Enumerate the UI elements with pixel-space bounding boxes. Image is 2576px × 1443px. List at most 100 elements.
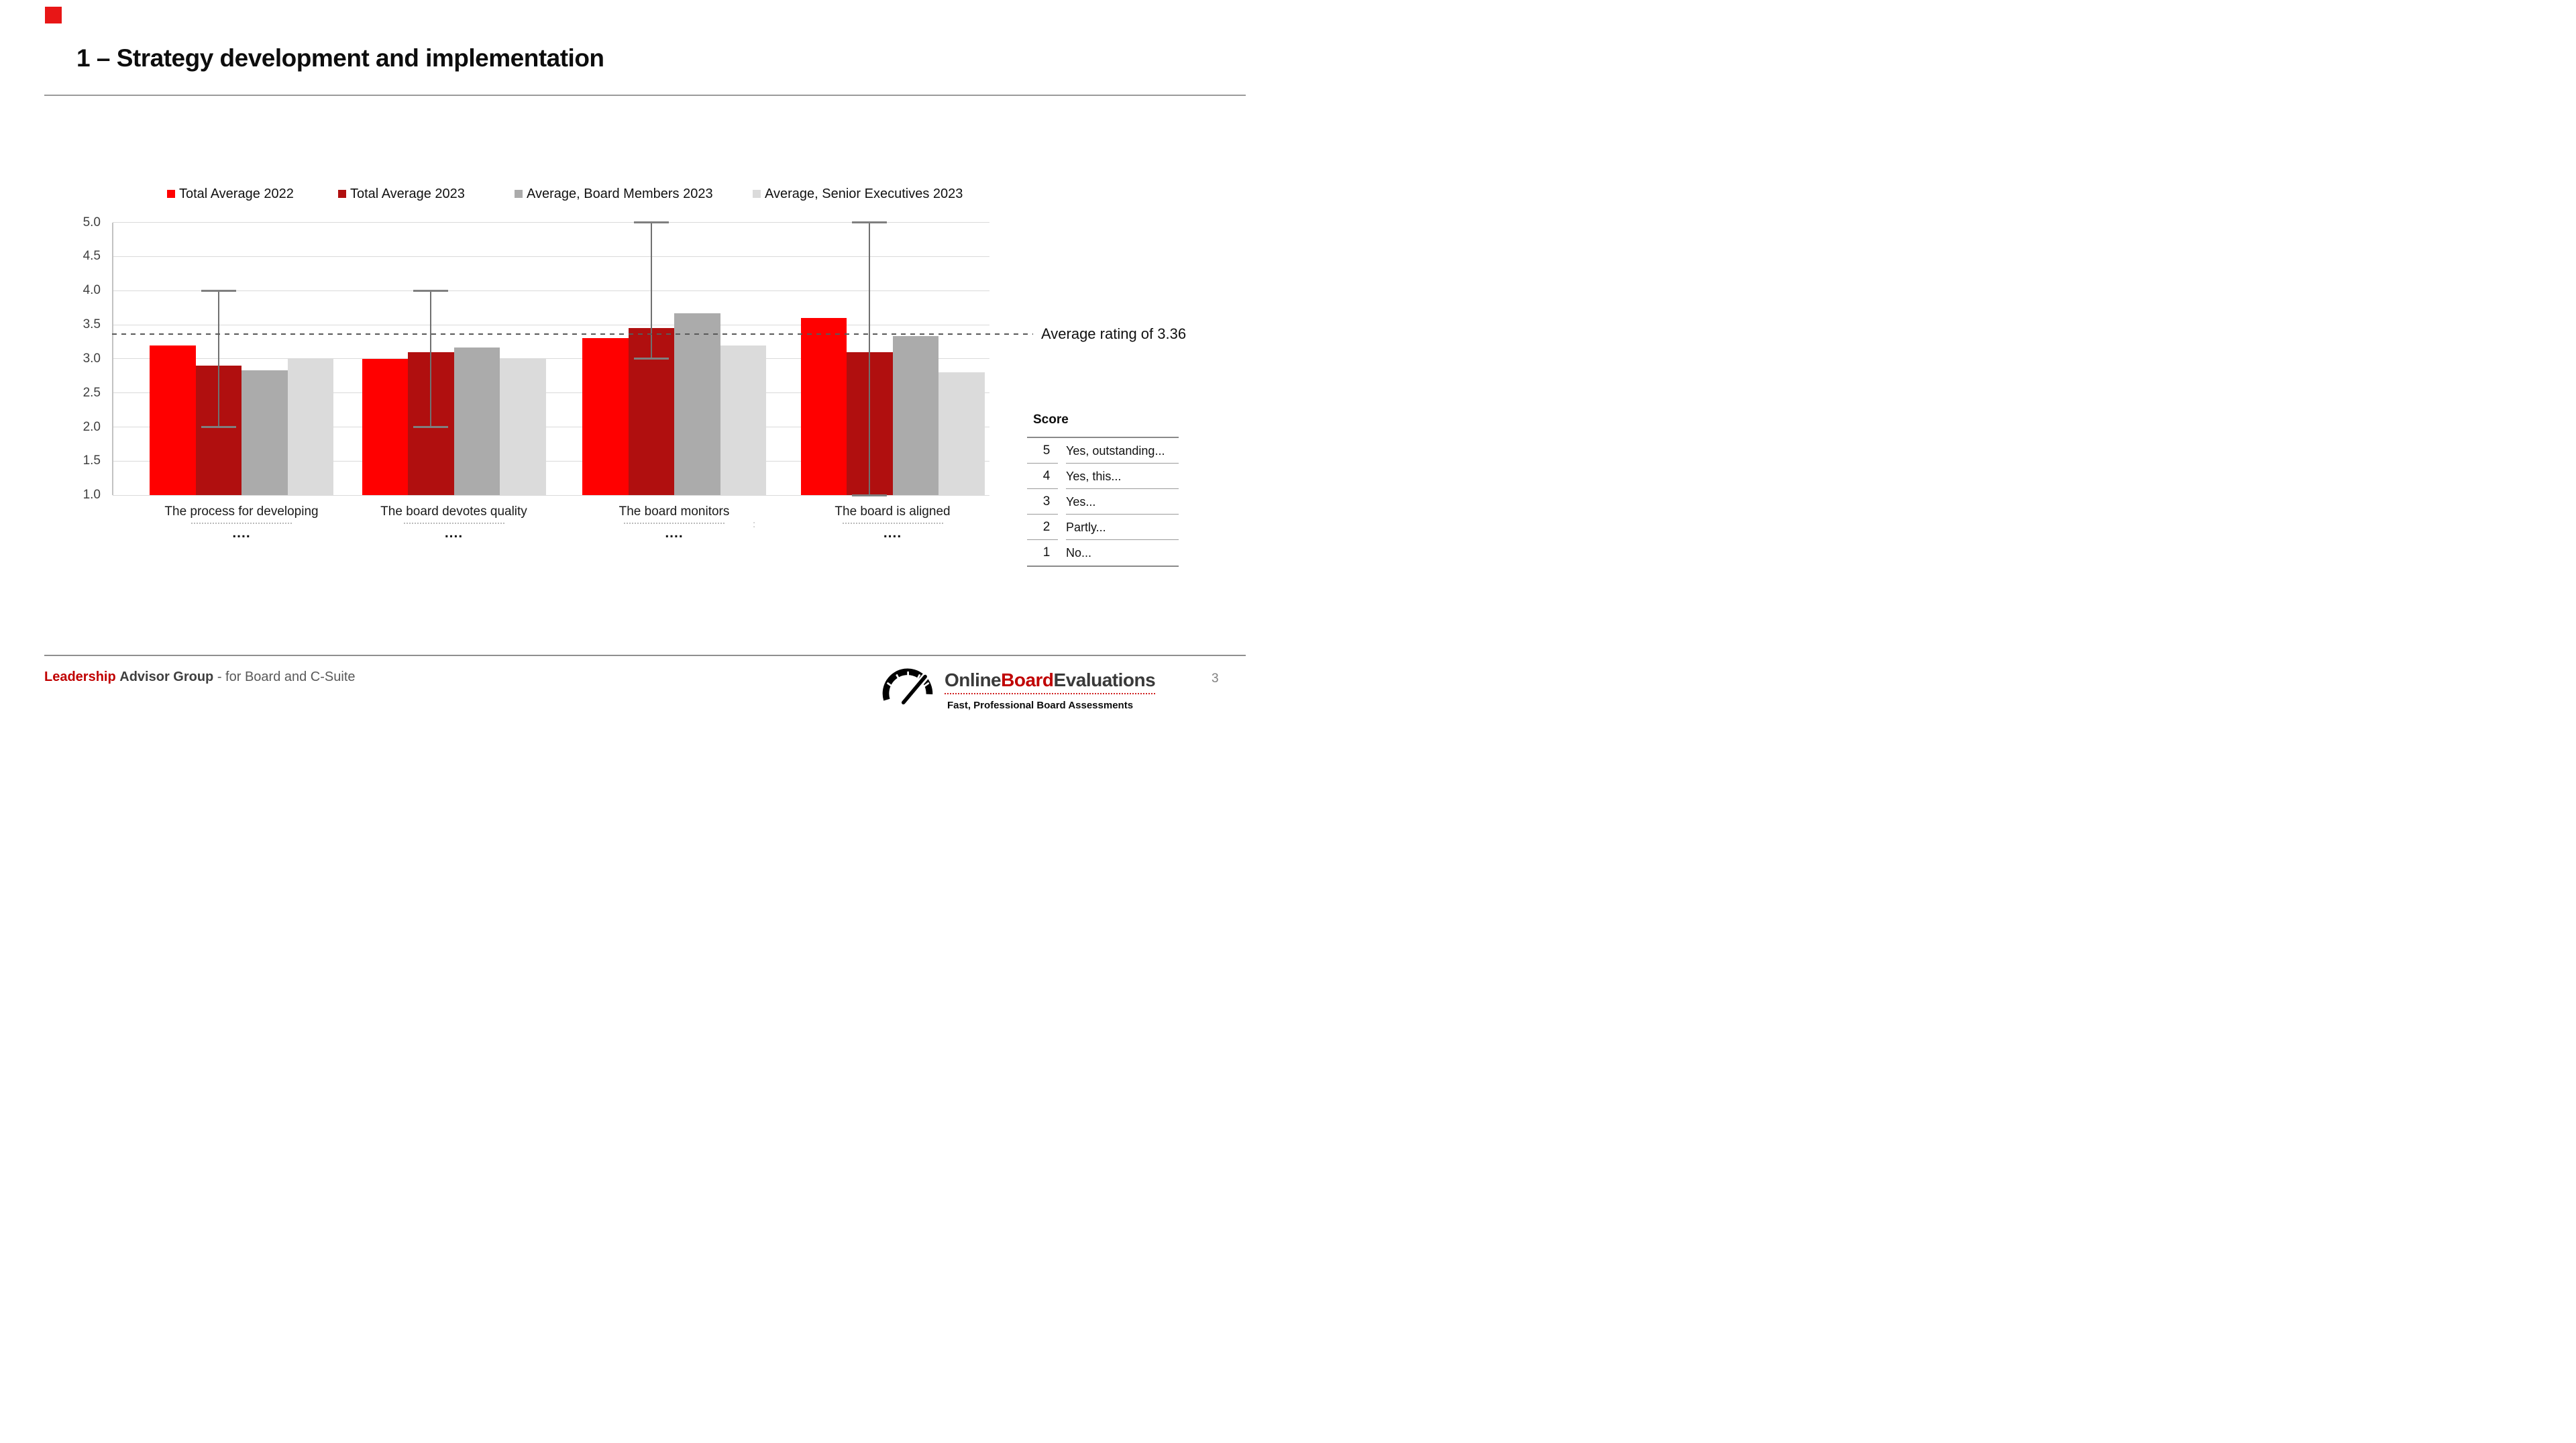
legend-label: Average, Senior Executives 2023 [765, 186, 963, 201]
y-axis-tick-label: 3.0 [83, 351, 101, 366]
score-key-rows: 5 Yes, outstanding... 4 Yes, this... 3 Yes...… [1027, 438, 1179, 566]
category-label-ellipsis: .... [232, 525, 251, 541]
category-label-text: The board is aligned [835, 504, 951, 519]
score-key-row-separator [1066, 488, 1179, 489]
page-title: 1 – Strategy development and implementat… [76, 44, 604, 72]
category-label-clipped-line [403, 523, 504, 524]
category-label-text: The process for developing [164, 504, 319, 519]
score-key-meaning: Yes... [1066, 494, 1096, 509]
legend-item: Average, Senior Executives 2023 [753, 186, 963, 201]
footer-brand-leadership: Leadership [44, 670, 116, 684]
logo-word-evaluations: Evaluations [1053, 670, 1156, 690]
error-bar-cap-bottom [413, 426, 449, 429]
score-key-value: 1 [1042, 545, 1051, 559]
category-label-ellipsis: .... [444, 525, 464, 541]
average-dashed-line [112, 333, 1033, 335]
score-key-meaning: Yes, this... [1066, 469, 1122, 483]
logo-tagline: Fast, Professional Board Assessments [947, 700, 1134, 711]
error-bar-line [650, 222, 652, 359]
score-key-meaning: No... [1066, 545, 1092, 559]
legend-swatch [338, 190, 346, 198]
error-bar-line [217, 290, 219, 427]
score-key-value: 4 [1042, 469, 1051, 483]
gridline [112, 358, 989, 360]
category-label-clipped-line: : [624, 519, 755, 529]
score-key-meaning: Yes, outstanding... [1066, 443, 1165, 458]
bar-s0-g3 [800, 317, 847, 496]
gridline [112, 222, 989, 223]
category-label-ellipsis: .... [665, 525, 684, 541]
page-number: 3 [1212, 672, 1219, 686]
y-axis-tick-label: 1.0 [83, 488, 101, 502]
error-bar-cap-bottom [201, 426, 236, 429]
y-axis-tick-label: 1.5 [83, 453, 101, 468]
brand-accent-square [45, 7, 62, 23]
category-label-clipped-line [842, 523, 943, 524]
logo-word-board: Board [1001, 670, 1054, 690]
y-axis-tick-label: 5.0 [83, 215, 101, 229]
logo-wordmark: OnlineBoardEvaluations [945, 670, 1156, 694]
category-label-clipped-line [191, 523, 292, 524]
error-bar-cap-top [852, 221, 888, 223]
bar-s0-g0 [150, 345, 196, 496]
bar-s2-g3 [892, 336, 938, 496]
legend-label: Total Average 2023 [350, 186, 465, 201]
gridline [112, 460, 989, 462]
score-key-value: 5 [1042, 443, 1051, 458]
error-bar-line [869, 222, 871, 496]
footer-divider [44, 655, 1246, 656]
bar-s3-g0 [287, 358, 333, 496]
legend-item: Total Average 2023 [338, 186, 465, 201]
legend-label: Total Average 2022 [179, 186, 294, 201]
bar-s3-g2 [720, 345, 766, 496]
category-label-text: The board devotes quality [380, 504, 527, 519]
y-axis-tick-label: 4.5 [83, 249, 101, 264]
legend-item: Average, Board Members 2023 [515, 186, 713, 201]
category-label-ellipsis: .... [883, 525, 902, 541]
bar-s3-g3 [938, 372, 985, 496]
score-key-bottom-rule [1027, 566, 1179, 567]
y-axis-tick-label: 4.0 [83, 283, 101, 298]
gridline [112, 494, 989, 496]
error-bar-cap-top [201, 289, 236, 292]
score-key-row-separator [1027, 488, 1058, 489]
legend-swatch [167, 190, 175, 198]
error-bar-cap-bottom [633, 358, 669, 360]
score-key-value: 2 [1042, 520, 1051, 534]
bar-s2-g1 [453, 347, 500, 496]
y-axis-line [111, 222, 113, 496]
score-key-row-separator [1027, 514, 1058, 515]
error-bar-cap-bottom [852, 494, 888, 496]
slide: 1 – Strategy development and implementat… [0, 0, 1288, 722]
y-axis-tick-label: 3.5 [83, 317, 101, 332]
bar-s2-g0 [241, 370, 288, 496]
average-line-label: Average rating of 3.36 [1041, 325, 1187, 343]
bar-s2-g2 [674, 313, 720, 496]
footer-brand-advisor-group: Advisor Group [119, 670, 214, 684]
legend-swatch [753, 190, 761, 198]
gridline [112, 392, 989, 394]
score-key-row: 3 Yes... [1027, 489, 1179, 515]
legend-swatch [515, 190, 523, 198]
logo-word-online: Online [945, 670, 1002, 690]
error-bar-cap-top [633, 221, 669, 223]
error-bar-line [430, 290, 432, 427]
error-bar-cap-top [413, 289, 449, 292]
score-key-row: 2 Partly... [1027, 515, 1179, 540]
category-label: The board is aligned.... [786, 504, 1000, 541]
gridline [112, 290, 989, 291]
y-axis-tick-label: 2.0 [83, 419, 101, 434]
category-label: The board monitors:.... [567, 504, 782, 541]
gridline [112, 256, 989, 257]
speedometer-icon [882, 668, 933, 704]
legend-item: Total Average 2022 [167, 186, 294, 201]
score-key-meaning: Partly... [1066, 520, 1106, 534]
footer-brand-suffix: - for Board and C-Suite [217, 670, 356, 684]
bar-s0-g1 [362, 358, 408, 496]
bar-s0-g2 [582, 338, 629, 496]
category-label-extra-mark: : [753, 519, 755, 529]
category-label-text: The board monitors [619, 504, 730, 519]
y-axis-tick-label: 2.5 [83, 385, 101, 400]
title-divider [44, 95, 1246, 96]
legend-label: Average, Board Members 2023 [527, 186, 713, 201]
